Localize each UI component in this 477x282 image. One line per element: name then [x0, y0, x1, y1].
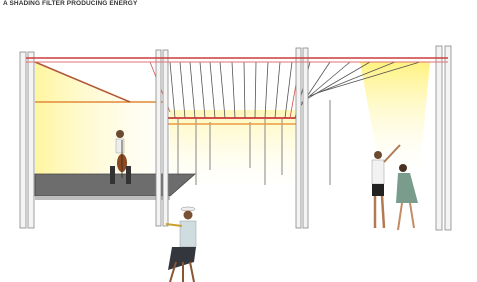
light-glow: [360, 62, 430, 170]
pergola-drawing: [0, 0, 477, 282]
light-glow: [35, 62, 160, 190]
trumpeter: [166, 207, 196, 282]
illustration: A SHADING FILTER PRODUCING ENERGY: [0, 0, 477, 282]
stage-edge: [35, 196, 170, 200]
